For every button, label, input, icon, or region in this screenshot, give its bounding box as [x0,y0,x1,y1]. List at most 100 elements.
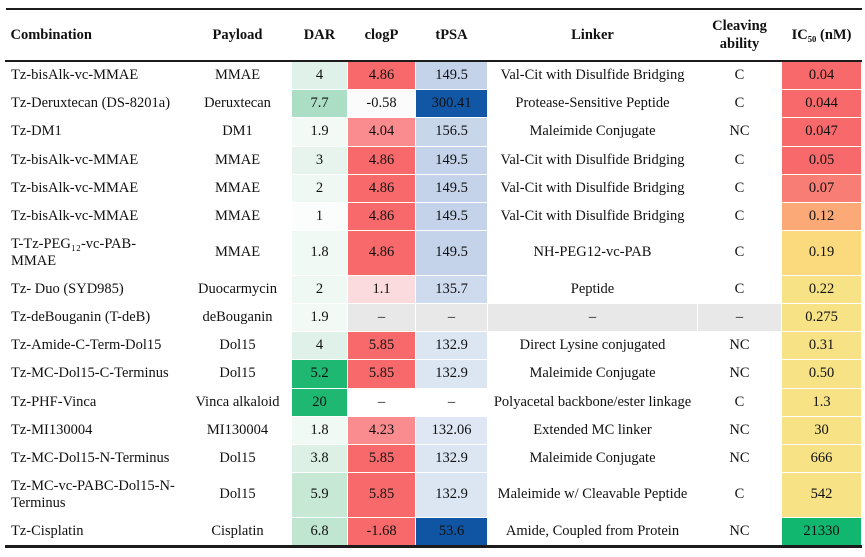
header-linker: Linker [487,9,698,63]
cell-payload: MMAE [183,145,292,175]
cell-cleaving: NC [697,117,782,147]
cell-tpsa: 132.9 [415,471,488,519]
cell-payload: MMAE [183,173,292,203]
cell-combination: Tz-Deruxtecan (DS-8201a) [5,89,184,119]
cell-dar: 3 [291,145,348,175]
cell-clogp: 1.1 [347,275,416,305]
cell-payload: MI130004 [183,415,292,445]
cell-dar: 5.2 [291,359,348,389]
table-row: Tz-PHF-Vinca Vinca alkaloid 20– – Polyacetal… [5,387,862,417]
cell-dar: 1.9 [291,117,348,147]
table-row: Tz-bisAlk-vc-MMAE MMAE 2 4.86 149.5 Val-Cit w… [5,173,862,203]
header-row: Combination Payload DAR clogP tPSA Linke… [5,9,862,63]
cell-payload: DM1 [183,117,292,147]
cell-cleaving: C [697,275,782,305]
cell-cleaving: C [697,89,782,119]
cell-clogp: 4.86 [347,229,416,277]
cell-payload: Cisplatin [183,517,292,548]
cell-linker: Val-Cit with Disulfide Bridging [487,173,698,203]
cell-tpsa: 132.9 [415,443,488,473]
cell-linker: Maleimide Conjugate [487,117,698,147]
table-row: Tz-DM1 DM1 1.9 4.04 156.5 Maleimide Conjugate… [5,117,862,147]
cell-linker: Direct Lysine conjugated [487,331,698,361]
cell-ic50: 542 [781,471,862,519]
table-row: Tz-bisAlk-vc-MMAE MMAE 3 4.86 149.5 Val-Cit w… [5,145,862,175]
cell-linker: Polyacetal backbone/ester linkage [487,387,698,417]
cell-ic50: 21330 [781,517,862,548]
cell-dar: 2 [291,173,348,203]
cell-combination: Tz-deBouganin (T-deB) [5,303,184,333]
cell-combination: Tz-bisAlk-vc-MMAE [5,60,184,91]
cell-cleaving: – [697,303,782,333]
cell-payload: MMAE [183,60,292,91]
cell-tpsa: 132.06 [415,415,488,445]
cell-linker: Peptide [487,275,698,305]
table-row: Tz-bisAlk-vc-MMAE MMAE 4 4.86 149.5 Val-Cit w… [5,60,862,91]
cell-clogp: 4.86 [347,145,416,175]
cell-combination: Tz-bisAlk-vc-MMAE [5,145,184,175]
cell-dar: 6.8 [291,517,348,548]
cell-linker: Val-Cit with Disulfide Bridging [487,201,698,231]
cell-ic50: 0.047 [781,117,862,147]
cell-combination: Tz-MI130004 [5,415,184,445]
cell-combination: Tz- Duo (SYD985) [5,275,184,305]
cell-tpsa: 149.5 [415,145,488,175]
cell-tpsa: 135.7 [415,275,488,305]
table-row: Tz-Amide-C-Term-Dol15 Dol15 4 5.85 132.9 Dire… [5,331,862,361]
table-row: Tz-deBouganin (T-deB) deBouganin 1.9– – – –0.… [5,303,862,333]
cell-clogp: 4.86 [347,173,416,203]
cell-cleaving: C [697,471,782,519]
cell-ic50: 0.22 [781,275,862,305]
cell-tpsa: 132.9 [415,331,488,361]
table-row: Tz-MC-Dol15-N-Terminus Dol15 3.8 5.85 132.9 M… [5,443,862,473]
cell-clogp: 5.85 [347,331,416,361]
cell-clogp: 5.85 [347,443,416,473]
cell-tpsa: 53.6 [415,517,488,548]
cell-clogp: -0.58 [347,89,416,119]
cell-payload: Vinca alkaloid [183,387,292,417]
table-row: Tz-MC-Dol15-C-Terminus Dol15 5.2 5.85 132.9 M… [5,359,862,389]
cell-tpsa: 156.5 [415,117,488,147]
table-row: Tz-Deruxtecan (DS-8201a) Deruxtecan 7.7 -0.… [5,89,862,119]
cell-tpsa: 149.5 [415,60,488,91]
cell-payload: Dol15 [183,443,292,473]
cell-dar: 3.8 [291,443,348,473]
cell-payload: Dol15 [183,331,292,361]
cell-dar: 1.8 [291,415,348,445]
header-dar: DAR [291,9,348,63]
cell-linker: Extended MC linker [487,415,698,445]
cell-dar: 4 [291,60,348,91]
cell-ic50: 0.07 [781,173,862,203]
cell-ic50: 1.3 [781,387,862,417]
header-combination: Combination [5,9,184,63]
cell-ic50: 0.275 [781,303,862,333]
table-row: Tz-MC-vc-PABC-Dol15-N-Terminus Dol15 5.9 5.… [5,471,862,519]
cell-linker: – [487,303,698,333]
cell-dar: 4 [291,331,348,361]
cell-ic50: 0.044 [781,89,862,119]
table-row: Tz-MI130004 MI130004 1.8 4.23 132.06 Extended… [5,415,862,445]
cell-combination: Tz-Amide-C-Term-Dol15 [5,331,184,361]
cell-payload: MMAE [183,229,292,277]
cell-cleaving: NC [697,443,782,473]
cell-clogp: 5.85 [347,471,416,519]
cell-dar: 1.8 [291,229,348,277]
cell-clogp: 4.86 [347,60,416,91]
cell-ic50: 0.31 [781,331,862,361]
cell-cleaving: NC [697,359,782,389]
cell-tpsa: 132.9 [415,359,488,389]
cell-clogp: – [347,303,416,333]
cell-cleaving: NC [697,415,782,445]
cell-payload: MMAE [183,201,292,231]
cell-tpsa: – [415,303,488,333]
table-row: T-Tz-PEG₁₂-vc-PAB-MMAE MMAE 1.8 4.86 149.5 NH… [5,229,862,277]
cell-cleaving: C [697,145,782,175]
cell-clogp: 5.85 [347,359,416,389]
header-cleaving-ability: Cleaving ability [697,9,782,63]
cell-payload: Deruxtecan [183,89,292,119]
cell-linker: Protease-Sensitive Peptide [487,89,698,119]
cell-cleaving: C [697,60,782,91]
cell-combination: Tz-MC-vc-PABC-Dol15-N-Terminus [5,471,184,519]
cell-combination: Tz-MC-Dol15-C-Terminus [5,359,184,389]
